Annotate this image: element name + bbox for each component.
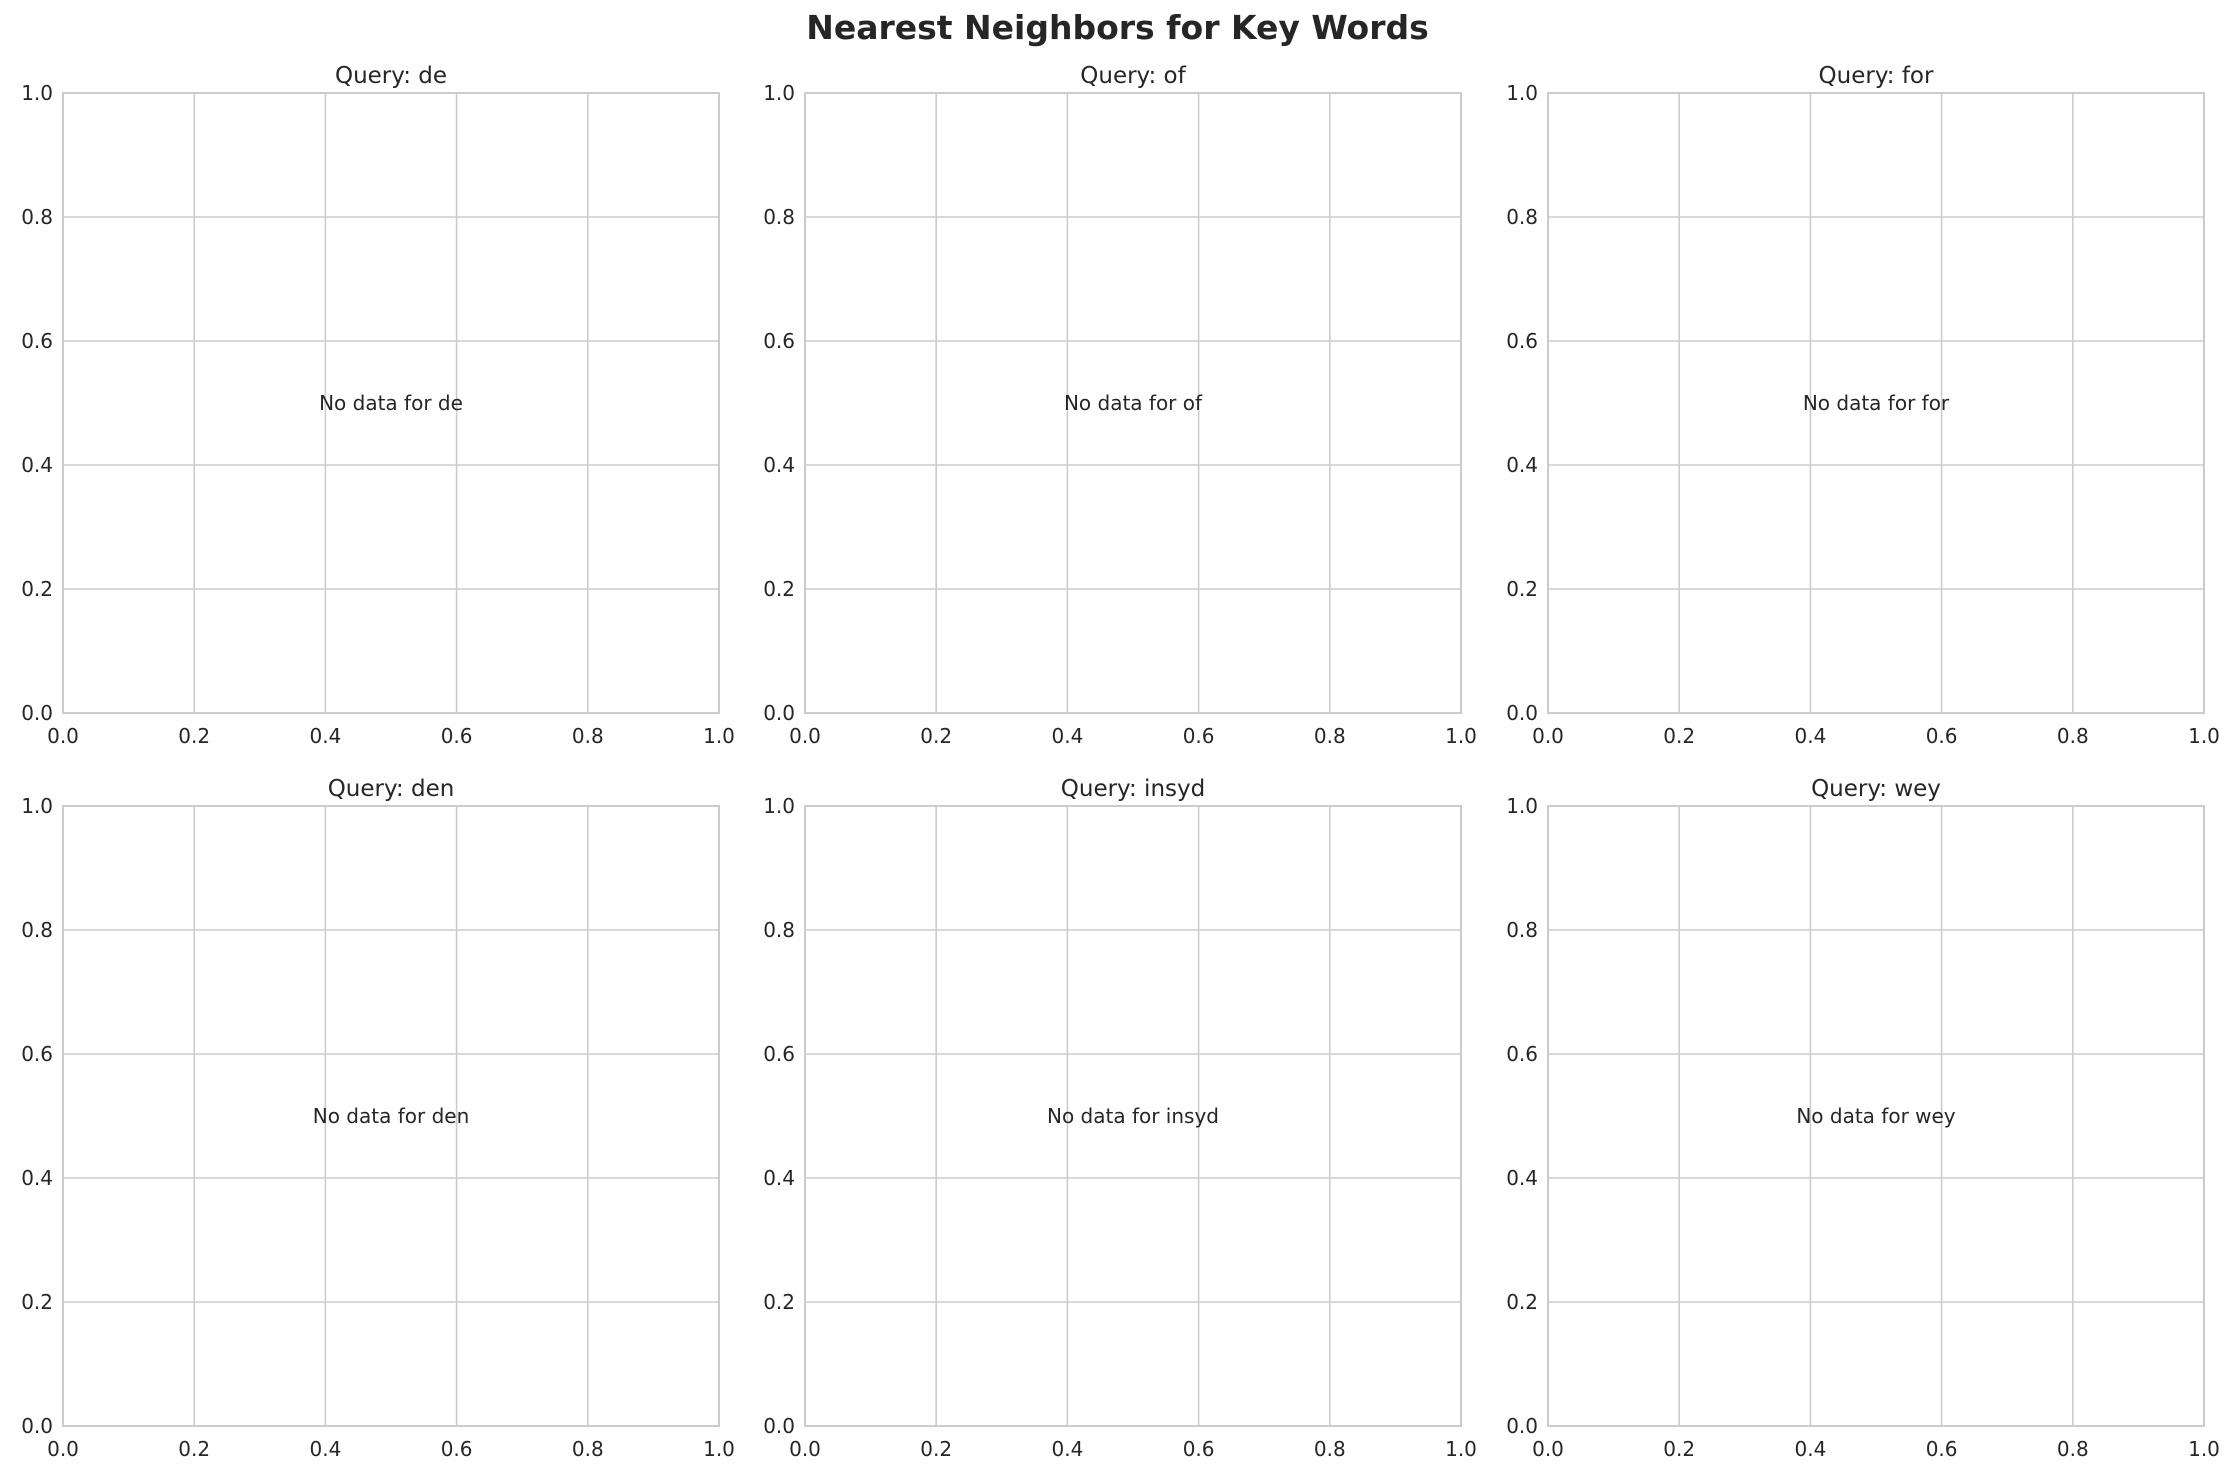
figure-title: Nearest Neighbors for Key Words bbox=[806, 8, 1429, 47]
y-tick-label: 0.0 bbox=[21, 701, 53, 725]
y-tick-label: 1.0 bbox=[1506, 81, 1538, 105]
y-tick-label: 0.0 bbox=[763, 701, 795, 725]
y-tick-label: 0.2 bbox=[763, 577, 795, 601]
x-tick-label: 1.0 bbox=[2188, 724, 2220, 748]
axes-frame bbox=[62, 805, 720, 1427]
subplot-title: Query: of bbox=[1080, 63, 1186, 89]
x-tick-label: 0.0 bbox=[789, 724, 821, 748]
subplot-2: 0.0 0.2 0.4 0.6 0.8 1.0 0.0 0.2 0.4 0.6 0.8 1.0 Quer… bbox=[763, 63, 1477, 748]
x-tick-label: 0.0 bbox=[47, 724, 79, 748]
no-data-annotation: No data for insyd bbox=[1047, 1104, 1219, 1128]
y-tick-label: 0.4 bbox=[1506, 453, 1538, 477]
x-tick-label: 0.8 bbox=[2057, 724, 2089, 748]
y-tick-label: 0.2 bbox=[21, 577, 53, 601]
subplot-1: 0.0 0.2 0.4 0.6 0.8 1.0 0.0 0.2 0.4 0.6 0.8 1.0 Quer… bbox=[21, 63, 735, 748]
axes-frame bbox=[804, 92, 1462, 714]
y-tick-label: 0.2 bbox=[21, 1290, 53, 1314]
x-tick-label: 0.4 bbox=[309, 1437, 341, 1461]
x-tick-label: 0.4 bbox=[1794, 724, 1826, 748]
y-tick-label: 0.4 bbox=[763, 453, 795, 477]
no-data-annotation: No data for of bbox=[1064, 391, 1203, 415]
y-tick-label: 0.8 bbox=[1506, 918, 1538, 942]
y-tick-label: 0.6 bbox=[763, 1042, 795, 1066]
axes-frame bbox=[62, 92, 720, 714]
y-tick-label: 0.0 bbox=[1506, 1414, 1538, 1438]
subplot-5: 0.0 0.2 0.4 0.6 0.8 1.0 0.0 0.2 0.4 0.6 0.8 1.0 Quer… bbox=[763, 776, 1477, 1461]
x-tick-label: 0.6 bbox=[1183, 1437, 1215, 1461]
y-tick-label: 0.6 bbox=[21, 329, 53, 353]
x-tick-label: 0.8 bbox=[1314, 1437, 1346, 1461]
y-tick-label: 0.6 bbox=[1506, 329, 1538, 353]
x-tick-label: 0.6 bbox=[1926, 1437, 1958, 1461]
subplot-title: Query: wey bbox=[1811, 776, 1941, 802]
y-tick-label: 0.0 bbox=[21, 1414, 53, 1438]
x-tick-label: 1.0 bbox=[1445, 1437, 1477, 1461]
axes-frame bbox=[804, 805, 1462, 1427]
x-tick-label: 0.0 bbox=[1532, 1437, 1564, 1461]
x-tick-label: 0.8 bbox=[1314, 724, 1346, 748]
x-tick-label: 0.0 bbox=[789, 1437, 821, 1461]
y-tick-label: 0.0 bbox=[1506, 701, 1538, 725]
y-tick-label: 0.6 bbox=[763, 329, 795, 353]
x-tick-label: 0.6 bbox=[1183, 724, 1215, 748]
y-tick-label: 0.8 bbox=[21, 205, 53, 229]
no-data-annotation: No data for wey bbox=[1796, 1104, 1955, 1128]
y-tick-label: 1.0 bbox=[1506, 794, 1538, 818]
x-tick-label: 0.4 bbox=[1794, 1437, 1826, 1461]
x-tick-label: 0.8 bbox=[572, 724, 604, 748]
x-tick-label: 0.4 bbox=[1051, 724, 1083, 748]
y-tick-label: 0.2 bbox=[1506, 1290, 1538, 1314]
x-tick-label: 1.0 bbox=[1445, 724, 1477, 748]
no-data-annotation: No data for de bbox=[319, 391, 463, 415]
x-tick-label: 0.2 bbox=[178, 1437, 210, 1461]
axes-frame bbox=[1547, 805, 2205, 1427]
subplot-title: Query: de bbox=[335, 63, 447, 89]
x-tick-label: 1.0 bbox=[703, 1437, 735, 1461]
y-tick-label: 1.0 bbox=[763, 81, 795, 105]
y-tick-label: 0.4 bbox=[21, 453, 53, 477]
subplot-title: Query: den bbox=[328, 776, 455, 802]
y-tick-label: 0.6 bbox=[1506, 1042, 1538, 1066]
y-tick-label: 0.2 bbox=[763, 1290, 795, 1314]
x-tick-label: 0.0 bbox=[47, 1437, 79, 1461]
subplot-3: 0.0 0.2 0.4 0.6 0.8 1.0 0.0 0.2 0.4 0.6 0.8 1.0 Quer… bbox=[1506, 63, 2220, 748]
y-tick-label: 0.8 bbox=[1506, 205, 1538, 229]
x-tick-label: 1.0 bbox=[703, 724, 735, 748]
axes-frame bbox=[1547, 92, 2205, 714]
x-tick-label: 0.8 bbox=[572, 1437, 604, 1461]
y-tick-label: 0.4 bbox=[763, 1166, 795, 1190]
x-tick-label: 0.4 bbox=[309, 724, 341, 748]
y-tick-label: 0.8 bbox=[763, 205, 795, 229]
x-tick-label: 0.2 bbox=[1663, 1437, 1695, 1461]
y-tick-label: 0.2 bbox=[1506, 577, 1538, 601]
y-tick-label: 0.8 bbox=[763, 918, 795, 942]
y-tick-label: 0.6 bbox=[21, 1042, 53, 1066]
subplot-title: Query: insyd bbox=[1061, 776, 1205, 802]
y-tick-label: 0.8 bbox=[21, 918, 53, 942]
subplot-6: 0.0 0.2 0.4 0.6 0.8 1.0 0.0 0.2 0.4 0.6 0.8 1.0 Quer… bbox=[1506, 776, 2220, 1461]
subplot-4: 0.0 0.2 0.4 0.6 0.8 1.0 0.0 0.2 0.4 0.6 0.8 1.0 Quer… bbox=[21, 776, 735, 1461]
no-data-annotation: No data for for bbox=[1803, 391, 1950, 415]
x-tick-label: 0.6 bbox=[441, 724, 473, 748]
x-tick-label: 0.2 bbox=[920, 1437, 952, 1461]
y-tick-label: 0.4 bbox=[21, 1166, 53, 1190]
y-tick-label: 0.4 bbox=[1506, 1166, 1538, 1190]
y-tick-label: 1.0 bbox=[21, 794, 53, 818]
x-tick-label: 0.4 bbox=[1051, 1437, 1083, 1461]
y-tick-label: 0.0 bbox=[763, 1414, 795, 1438]
x-tick-label: 0.2 bbox=[1663, 724, 1695, 748]
x-tick-label: 0.2 bbox=[178, 724, 210, 748]
subplot-title: Query: for bbox=[1819, 63, 1934, 89]
y-tick-label: 1.0 bbox=[21, 81, 53, 105]
no-data-annotation: No data for den bbox=[313, 1104, 470, 1128]
x-tick-label: 1.0 bbox=[2188, 1437, 2220, 1461]
y-tick-label: 1.0 bbox=[763, 794, 795, 818]
x-tick-label: 0.2 bbox=[920, 724, 952, 748]
x-tick-label: 0.6 bbox=[441, 1437, 473, 1461]
x-tick-label: 0.6 bbox=[1926, 724, 1958, 748]
x-tick-label: 0.8 bbox=[2057, 1437, 2089, 1461]
x-tick-label: 0.0 bbox=[1532, 724, 1564, 748]
